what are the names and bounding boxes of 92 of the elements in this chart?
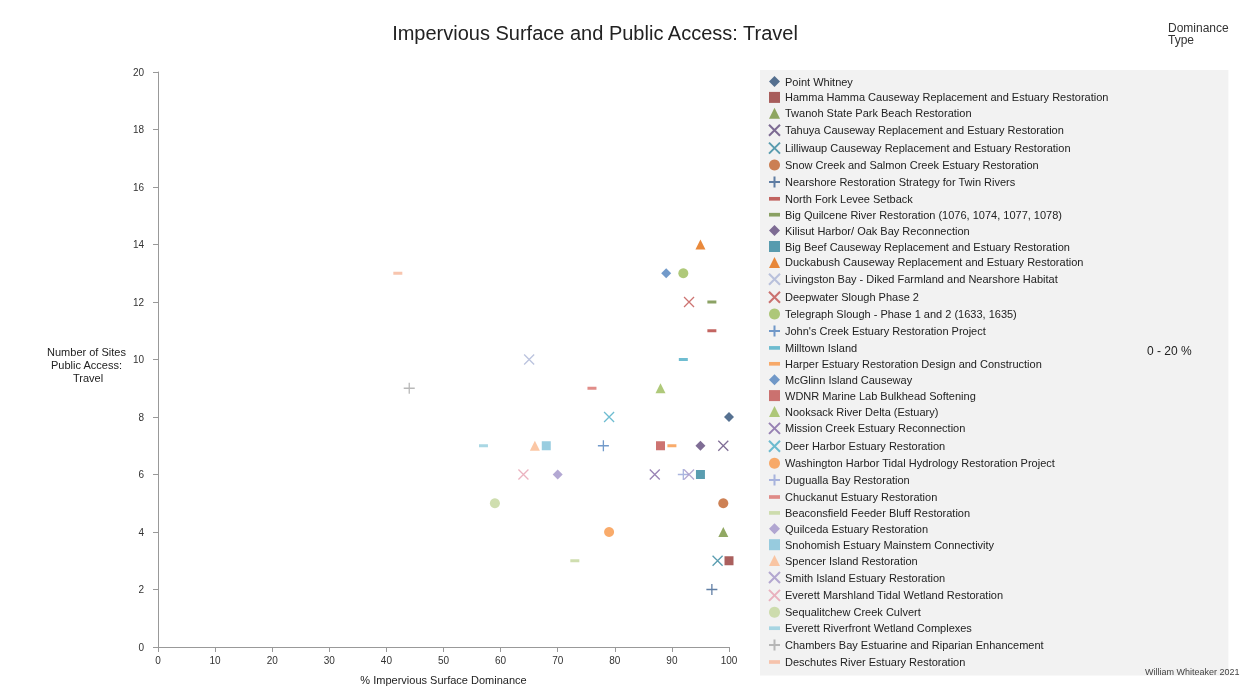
legend-label: Smith Island Estuary Restoration — [785, 571, 946, 584]
point — [523, 353, 535, 366]
point — [677, 468, 690, 481]
point — [661, 268, 672, 279]
point — [489, 498, 500, 509]
legend-label: Big Beef Causeway Replacement and Estuary Restoration — [785, 240, 1070, 253]
legend-label: Hamma Hamma Causeway Replacement and Estuary Restoration — [785, 91, 1109, 104]
legend-label: Spencer Island Restoration — [785, 554, 918, 567]
legend-label: Snow Creek and Salmon Creek Estuary Restoration — [785, 159, 1039, 171]
x-tick-label: 70 — [552, 654, 564, 666]
x-tick-label: 80 — [609, 654, 621, 666]
x-tick-label: 50 — [437, 654, 450, 666]
legend-label: Harper Estuary Restoration Design and Construction — [785, 357, 1042, 370]
legend-label: WDNR Marine Lab Bulkhead Softening — [785, 389, 976, 402]
legend-label: Everett Riverfront Wetland Complexes — [785, 622, 973, 635]
legend-label: Chuckanut Estuary Restoration — [785, 491, 938, 503]
legend-label: Deschutes River Estuary Restoration — [785, 656, 966, 668]
x-tick-label: 30 — [323, 654, 336, 666]
legend-label: North Fork Levee Setback — [785, 192, 914, 205]
point — [541, 441, 551, 451]
legend-label: Deer Harbor Estuary Restoration — [785, 440, 946, 453]
legend-label: Nooksack River Delta (Estuary) — [785, 405, 939, 418]
legend-label: Sequalitchew Creek Culvert — [785, 606, 921, 619]
point — [724, 556, 734, 566]
legend-label: Mission Creek Estuary Reconnection — [785, 422, 966, 435]
point — [718, 498, 729, 509]
legend-title: Dominance Type — [1167, 21, 1232, 47]
point — [724, 412, 734, 422]
legend-label: Duckabush Causeway Replacement and Estuary Restoration — [785, 256, 1084, 269]
x-tick-label: 0 — [155, 654, 162, 666]
y-tick-label: 8 — [138, 411, 145, 423]
legend-label: John's Creek Estuary Restoration Project — [785, 325, 986, 337]
y-tick-label: 2 — [138, 584, 145, 595]
legend-label: Lilliwaup Causeway Replacement and Estuary Restoration — [785, 142, 1071, 155]
y-tick-label: 10 — [132, 354, 145, 365]
legend-label: Washington Harbor Tidal Hydrology Restoration Project — [785, 457, 1055, 470]
text: 0 - 20 % — [1147, 344, 1193, 358]
x-tick-label: 90 — [666, 654, 678, 666]
y-tick-label: 18 — [132, 124, 145, 135]
legend-label: Point Whitney — [785, 75, 854, 88]
y-tick-label: 6 — [138, 469, 145, 480]
y-tick-label: 12 — [132, 296, 145, 308]
legend-label: Everett Marshland Tidal Wetland Restoration — [785, 589, 1004, 602]
legend-label: Snohomish Estuary Mainstem Connectivity — [785, 538, 995, 551]
y-tick-label: 4 — [138, 526, 145, 538]
y-tick-label: 0 — [138, 641, 145, 653]
point — [695, 239, 706, 250]
x-tick-label: 40 — [380, 654, 393, 666]
legend-label: Quilceda Estuary Restoration — [785, 522, 929, 535]
x-axis-title: % Impervious Surface Dominance — [360, 673, 527, 686]
point — [604, 527, 615, 537]
point — [711, 555, 724, 567]
point — [649, 468, 661, 481]
point — [603, 411, 615, 423]
y-tick-label: 14 — [132, 239, 145, 250]
legend-label: Nearshore Restoration Strategy for Twin Rivers — [785, 175, 1016, 188]
point — [552, 469, 563, 480]
legend-label: McGlinn Island Causeway — [785, 373, 913, 386]
point — [403, 382, 416, 395]
legend-label: Telegraph Slough - Phase 1 and 2 (1633, 1635) — [785, 308, 1017, 321]
point — [695, 440, 706, 451]
x-tick-label: 20 — [266, 654, 279, 666]
x-tick-label: 10 — [209, 654, 222, 666]
point — [655, 383, 666, 394]
legend-label: Beaconsfield Feeder Bluff Restoration — [785, 506, 971, 519]
point — [655, 441, 665, 451]
point — [717, 440, 729, 452]
point — [683, 468, 695, 481]
y-axis-title: Number of Sites Public Access: Travel — [47, 345, 129, 384]
chart-title: Impervious Surface and Public Access: Travel — [392, 22, 798, 44]
point — [705, 583, 719, 596]
legend-label: Dugualla Bay Restoration — [785, 474, 910, 487]
point — [678, 268, 689, 279]
legend-label: Twanoh State Park Beach Restoration — [785, 107, 972, 120]
legend-label: Big Quilcene River Restoration (1076, 1074, 1077, 1078) — [785, 208, 1063, 221]
y-tick-label: 16 — [132, 181, 145, 193]
point — [529, 440, 540, 451]
x-tick-label: 100 — [720, 654, 738, 666]
point — [718, 527, 729, 537]
legend-label: Deepwater Slough Phase 2 — [785, 291, 919, 304]
y-tick-label: 20 — [132, 66, 145, 78]
point — [695, 470, 705, 479]
point — [517, 468, 530, 481]
text: William Whiteaker 2021 — [1145, 666, 1240, 677]
legend-label: Chambers Bay Estuarine and Riparian Enhancement — [785, 639, 1044, 652]
x-tick-label: 60 — [495, 654, 507, 666]
legend-label: Livingston Bay - Diked Farmland and Nearshore Habitat — [785, 273, 1058, 286]
legend-label: Milltown Island — [785, 341, 858, 354]
legend-label: Kilisut Harbor/ Oak Bay Reconnection — [785, 224, 970, 237]
point — [597, 439, 610, 452]
point — [683, 296, 695, 308]
legend-label: Tahuya Causeway Replacement and Estuary Restoration — [785, 124, 1064, 137]
